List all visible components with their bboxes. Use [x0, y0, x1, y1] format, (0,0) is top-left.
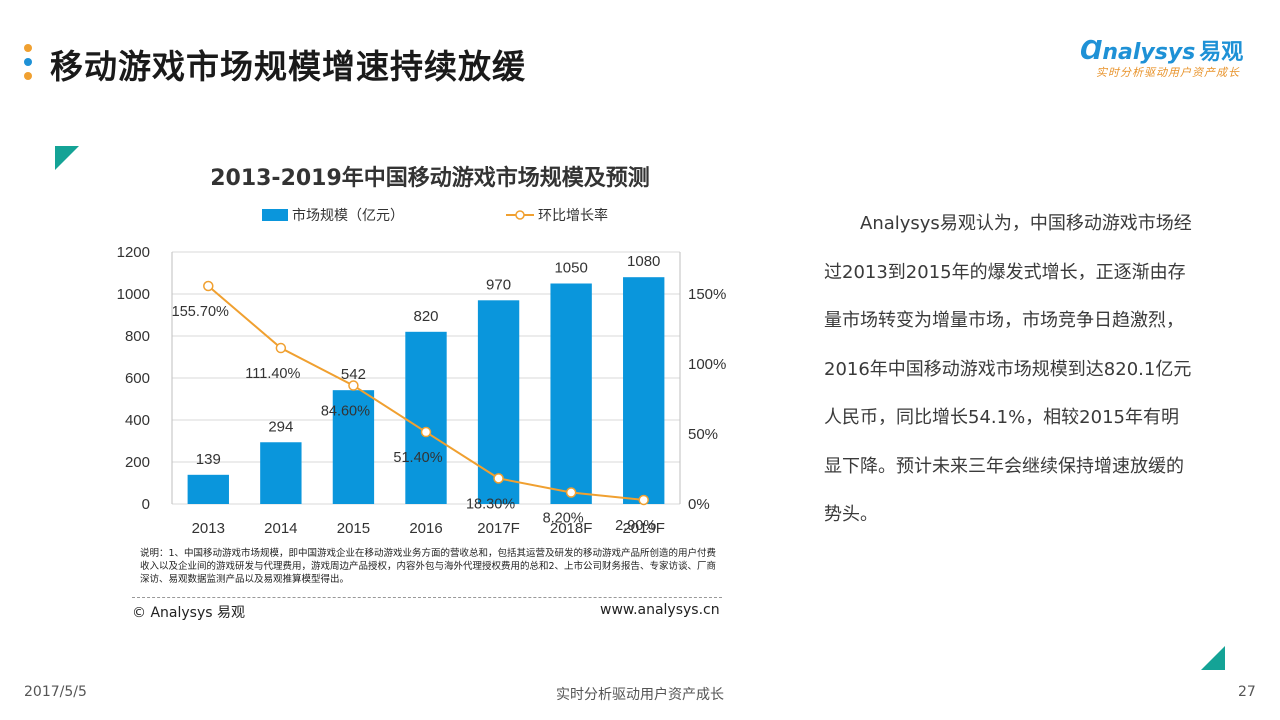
growth-value-label: 111.40%	[245, 366, 300, 382]
y-right-tick-label: 100%	[688, 356, 726, 373]
legend-item-bar: 市场规模（亿元）	[262, 205, 404, 225]
title-dot-1	[24, 44, 32, 52]
growth-value-label: 84.60%	[321, 404, 370, 420]
chart-plot: 0 200 400 600 800 1000 1200 0% 50% 100% 150% 139 294…	[117, 244, 727, 537]
bar	[405, 331, 447, 504]
bar-value-label: 294	[268, 418, 293, 435]
note-divider	[132, 597, 722, 598]
y-left-tick-label: 0	[142, 496, 150, 513]
chart-footnote: 说明：1、中国移动游戏市场规模，即中国游戏企业在移动游戏业务方面的营收总和，包括…	[140, 548, 717, 585]
logo-main-cn: 易观	[1199, 40, 1244, 65]
y-right-tick-label: 50%	[688, 426, 718, 443]
y-left-tick-label: 1200	[117, 244, 150, 261]
copyright: © Analysys 易观	[132, 605, 245, 621]
y-left-tick-label: 800	[125, 328, 150, 345]
y-right-tick-label: 150%	[688, 286, 726, 303]
legend-line-label: 环比增长率	[538, 208, 608, 224]
footer-date: 2017/5/5	[24, 684, 87, 700]
x-tick-label: 2017F	[477, 520, 520, 537]
growth-point	[565, 487, 577, 498]
x-tick-label: 2014	[264, 520, 297, 537]
page-title: 移动游戏市场规模增速持续放缓	[50, 47, 526, 86]
x-tick-label: 2015	[337, 520, 370, 537]
website-link[interactable]: www.analysys.cn	[600, 602, 720, 618]
legend-bar-swatch	[262, 209, 288, 221]
analysis-paragraph: Analysys易观认为，中国移动游戏市场经过2013到2015年的爆发式增长，…	[824, 213, 1192, 525]
bar	[550, 283, 592, 504]
x-tick-label: 2018F	[550, 520, 593, 537]
logo-wordmark: Ɑnalysys 易观	[1080, 36, 1244, 66]
bar	[187, 474, 229, 504]
legend-bar-label: 市场规模（亿元）	[292, 208, 404, 224]
bar-value-label: 970	[486, 276, 511, 293]
bar-value-label: 1050	[554, 260, 587, 277]
growth-point	[493, 473, 504, 484]
page-number: 27	[1238, 684, 1256, 700]
bar-value-label: 139	[196, 451, 221, 468]
growth-value-label: 18.30%	[466, 496, 515, 512]
y-left-tick-label: 200	[125, 454, 150, 471]
bar-value-label: 542	[341, 366, 366, 383]
growth-value-label: 2.90%	[615, 518, 656, 534]
footer-slogan: 实时分析驱动用户资产成长	[556, 687, 724, 703]
corner-triangle-bottom-right	[1201, 646, 1225, 670]
bar	[623, 277, 665, 504]
growth-point	[420, 426, 432, 438]
growth-point	[203, 280, 214, 292]
bar	[260, 442, 302, 504]
growth-point	[348, 380, 359, 391]
title-dot-2	[24, 58, 32, 66]
corner-triangle-top-left	[55, 146, 79, 170]
bar	[332, 390, 375, 504]
x-tick-label: 2016	[409, 520, 442, 537]
growth-value-label: 155.70%	[172, 304, 229, 320]
bar-value-label: 820	[413, 308, 438, 325]
growth-point	[275, 342, 287, 354]
y-right-tick-label: 0%	[688, 496, 710, 513]
x-tick-label: 2013	[192, 520, 225, 537]
y-left-tick-label: 400	[125, 412, 150, 429]
title-dots	[24, 44, 32, 86]
growth-value-label: 8.20%	[543, 511, 584, 527]
growth-value-label: 51.40%	[393, 450, 442, 466]
logo-tagline: 实时分析驱动用户资产成长	[1096, 66, 1240, 79]
title-dot-3	[24, 72, 32, 80]
logo-main-text: nalysys	[1102, 40, 1196, 65]
legend-line-swatch	[506, 210, 534, 220]
bar-value-label: 1080	[627, 253, 660, 270]
analysys-logo: Ɑnalysys 易观 实时分析驱动用户资产成长	[1080, 34, 1244, 82]
x-tick-label: 2019F	[622, 520, 665, 537]
chart-title: 2013-2019年中国移动游戏市场规模及预测	[210, 166, 650, 191]
y-left-tick-label: 1000	[117, 286, 150, 303]
legend-item-line: 环比增长率	[506, 205, 608, 225]
y-left-tick-label: 600	[125, 370, 150, 387]
growth-point	[638, 494, 649, 506]
